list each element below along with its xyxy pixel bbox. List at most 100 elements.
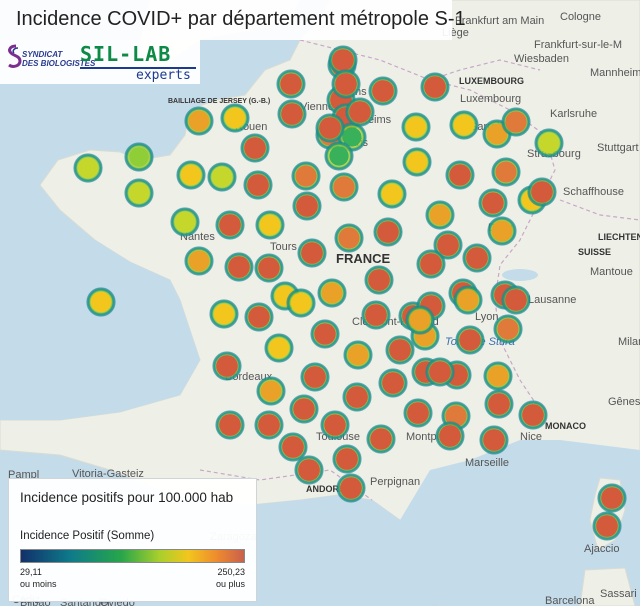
heat-point <box>534 128 564 158</box>
legend-color-scale <box>20 549 245 563</box>
heat-point-core <box>495 161 517 183</box>
map-label-g-nes: Gênes <box>608 396 640 408</box>
heat-point <box>425 200 455 230</box>
heat-point-core <box>301 242 323 264</box>
heat-point-core <box>424 76 446 98</box>
heat-point-core <box>295 165 317 187</box>
heat-point-core <box>174 211 196 233</box>
heat-point <box>320 410 350 440</box>
heat-point-core <box>259 214 281 236</box>
heat-point <box>286 288 316 318</box>
heat-point-core <box>332 49 354 71</box>
heat-point-ring <box>336 473 366 503</box>
heat-point <box>291 161 321 191</box>
heat-point-core <box>459 329 481 351</box>
heat-point-core <box>228 256 250 278</box>
heat-point-ring <box>277 99 307 129</box>
map-label-marseille: Marseille <box>465 457 509 469</box>
heat-point-core <box>377 221 399 243</box>
heat-point-ring <box>361 300 391 330</box>
heat-point-core <box>347 344 369 366</box>
heat-point-ring <box>518 400 548 430</box>
heat-point <box>453 285 483 315</box>
heat-point-ring <box>86 287 116 317</box>
heat-point <box>334 223 364 253</box>
heat-point-core <box>346 386 368 408</box>
heat-point-core <box>342 127 362 147</box>
heat-point <box>336 473 366 503</box>
heat-point-core <box>349 101 371 123</box>
heat-point-ring <box>401 112 431 142</box>
heat-point-ring <box>184 106 214 136</box>
heat-point-ring <box>425 200 455 230</box>
heat-point-ring <box>366 424 396 454</box>
heat-point <box>403 398 433 428</box>
heat-point <box>270 281 300 311</box>
heat-point-ring <box>597 483 627 513</box>
map-label-wiesbaden: Wiesbaden <box>514 53 569 65</box>
heat-point-core <box>335 73 357 95</box>
heat-point-core <box>188 110 210 132</box>
heat-point-ring <box>449 110 479 140</box>
heat-point-core <box>258 257 280 279</box>
syndicat-logo-text: SYNDICAT DES BIOLOGISTES <box>22 50 95 68</box>
heat-point <box>345 97 375 127</box>
heat-point <box>124 142 154 172</box>
heat-point-core <box>340 477 362 499</box>
heat-point-ring <box>276 69 306 99</box>
heat-point-ring <box>124 142 154 172</box>
heat-point-core <box>90 291 112 313</box>
heat-point-ring <box>297 238 327 268</box>
heat-point-ring <box>207 162 237 192</box>
heat-point-core <box>180 164 202 186</box>
heat-point-core <box>531 181 553 203</box>
heat-point <box>527 177 557 207</box>
heat-point <box>220 103 250 133</box>
heat-point <box>483 361 513 391</box>
heat-point-core <box>244 137 266 159</box>
heat-point-ring <box>73 153 103 183</box>
heat-point-ring <box>124 178 154 208</box>
map-label-milan: Milan <box>618 336 640 348</box>
heat-point-ring <box>416 249 446 279</box>
heat-point-ring <box>343 340 373 370</box>
heat-point-core <box>296 195 318 217</box>
heat-point-ring <box>402 147 432 177</box>
heat-point <box>377 179 407 209</box>
heat-point <box>317 278 347 308</box>
heat-point-ring <box>176 160 206 190</box>
heat-point <box>478 188 508 218</box>
heat-point <box>402 147 432 177</box>
heat-point <box>378 368 408 398</box>
legend-title: Incidence positifs pour 100.000 hab <box>20 490 234 505</box>
legend-min-note: ou moins <box>20 579 57 589</box>
heat-point-ring <box>264 333 294 363</box>
map-label-frankfurt-sur-le-m: Frankfurt-sur-le-M <box>534 39 622 51</box>
heat-point <box>331 69 361 99</box>
map-label-monaco: MONACO <box>545 421 586 431</box>
heat-point-core <box>268 337 290 359</box>
heat-point <box>332 444 362 474</box>
heat-point-ring <box>455 325 485 355</box>
heat-point <box>212 351 242 381</box>
heat-point-ring <box>278 432 308 462</box>
heat-point-core <box>482 192 504 214</box>
map-label-tours: Tours <box>270 241 297 253</box>
map-label-perpignan: Perpignan <box>370 476 420 488</box>
map-label-bailliage-de-jersey-g-b-: BAILLIAGE DE JERSEY (G.-B.) <box>168 98 270 105</box>
heat-point <box>501 107 531 137</box>
heat-point-core <box>260 380 282 402</box>
heat-point <box>289 394 319 424</box>
heat-point-ring <box>243 170 273 200</box>
heat-point-core <box>368 269 390 291</box>
heat-point <box>420 72 450 102</box>
heat-point-ring <box>377 179 407 209</box>
heat-point <box>86 287 116 317</box>
heat-point <box>342 382 372 412</box>
heat-point <box>462 243 492 273</box>
heat-point-ring <box>170 207 200 237</box>
heat-point <box>209 299 239 329</box>
heat-point-core <box>429 204 451 226</box>
